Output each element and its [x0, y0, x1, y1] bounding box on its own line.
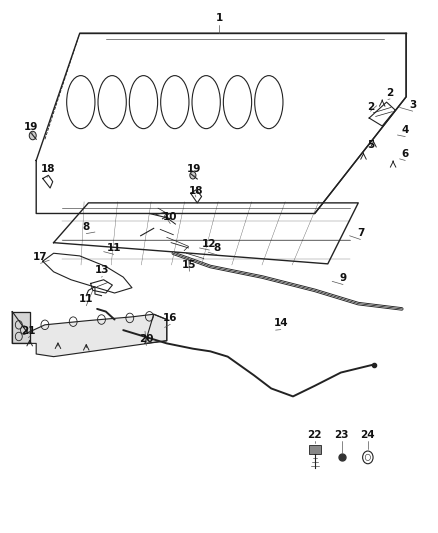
Text: 24: 24 — [360, 430, 375, 440]
Text: 11: 11 — [79, 294, 93, 304]
Circle shape — [190, 172, 196, 179]
Polygon shape — [12, 312, 167, 357]
Text: 5: 5 — [367, 140, 374, 150]
Text: 15: 15 — [182, 260, 197, 270]
Text: 16: 16 — [163, 313, 177, 323]
Text: 8: 8 — [83, 222, 90, 232]
Text: 2: 2 — [367, 102, 374, 112]
Text: 8: 8 — [213, 244, 220, 254]
Text: 17: 17 — [33, 252, 48, 262]
Circle shape — [29, 131, 36, 140]
Text: 19: 19 — [187, 165, 201, 174]
Text: 13: 13 — [95, 265, 110, 275]
Text: 6: 6 — [402, 149, 409, 159]
Text: 4: 4 — [402, 125, 409, 135]
Text: 19: 19 — [23, 122, 38, 132]
Text: 9: 9 — [339, 273, 346, 283]
Text: 14: 14 — [273, 318, 288, 328]
Text: 1: 1 — [215, 13, 223, 23]
Text: 2: 2 — [386, 87, 394, 98]
Bar — [309, 445, 321, 454]
Text: 22: 22 — [307, 430, 322, 440]
Text: 12: 12 — [202, 239, 217, 249]
Polygon shape — [12, 312, 30, 343]
Text: 23: 23 — [335, 430, 349, 440]
Text: 20: 20 — [139, 334, 154, 344]
Text: 7: 7 — [357, 228, 364, 238]
Text: 18: 18 — [41, 165, 55, 174]
Text: 18: 18 — [189, 185, 203, 196]
Text: 10: 10 — [163, 212, 177, 222]
Text: 21: 21 — [21, 326, 35, 336]
Text: 11: 11 — [106, 243, 121, 253]
Text: 3: 3 — [409, 100, 416, 110]
